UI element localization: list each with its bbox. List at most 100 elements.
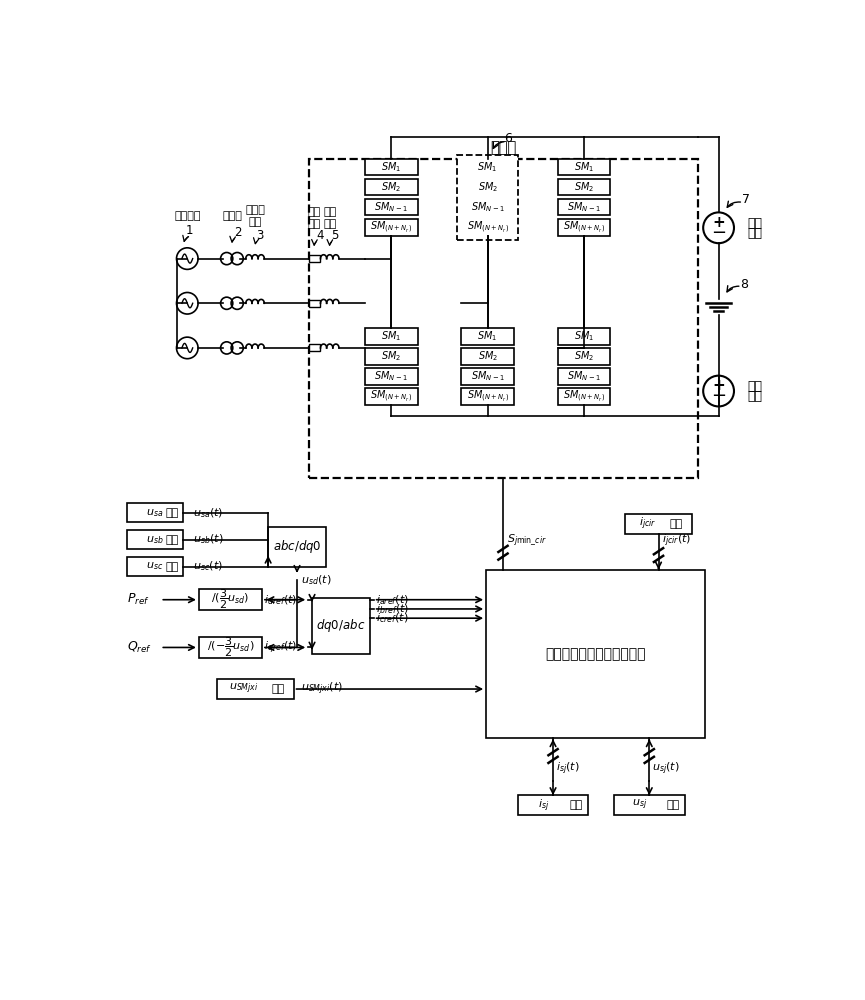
FancyBboxPatch shape <box>558 199 610 215</box>
Text: 1: 1 <box>186 224 193 237</box>
FancyBboxPatch shape <box>625 514 692 534</box>
Text: $u_{sc}(t)$: $u_{sc}(t)$ <box>193 560 222 573</box>
Text: −: − <box>711 224 726 242</box>
Text: $u_{sc}$: $u_{sc}$ <box>146 561 163 572</box>
FancyBboxPatch shape <box>517 795 588 815</box>
FancyBboxPatch shape <box>365 348 418 365</box>
FancyBboxPatch shape <box>127 590 162 609</box>
Text: 电源: 电源 <box>748 227 763 240</box>
Text: −: − <box>711 387 726 405</box>
Text: $u_{sa}(t)$: $u_{sa}(t)$ <box>193 506 223 520</box>
Text: 4: 4 <box>316 229 324 242</box>
Text: $u_{SMjxi}$: $u_{SMjxi}$ <box>228 682 259 696</box>
Text: 变压器: 变压器 <box>222 211 242 221</box>
Text: 测量: 测量 <box>272 684 285 694</box>
Text: 8: 8 <box>740 278 748 291</box>
FancyBboxPatch shape <box>558 328 610 345</box>
Text: 测量: 测量 <box>570 800 583 810</box>
Text: 6: 6 <box>504 132 512 145</box>
FancyBboxPatch shape <box>309 300 321 307</box>
FancyBboxPatch shape <box>558 368 610 385</box>
FancyBboxPatch shape <box>461 179 514 195</box>
Text: $u_{sj}(t)$: $u_{sj}(t)$ <box>652 761 680 777</box>
FancyBboxPatch shape <box>365 388 418 405</box>
FancyBboxPatch shape <box>365 219 418 235</box>
Text: $/(\dfrac{3}{2}u_{sd})$: $/(\dfrac{3}{2}u_{sd})$ <box>211 588 250 611</box>
FancyBboxPatch shape <box>486 570 706 738</box>
Text: 2: 2 <box>234 226 241 238</box>
FancyBboxPatch shape <box>127 530 183 549</box>
Text: $SM_{{N-1}}$: $SM_{{N-1}}$ <box>567 370 600 383</box>
FancyBboxPatch shape <box>461 199 514 215</box>
FancyBboxPatch shape <box>365 158 418 175</box>
Text: $u_{sj}$: $u_{sj}$ <box>632 798 648 812</box>
Text: $SM_{1}$: $SM_{1}$ <box>477 160 497 174</box>
Text: $SM_{1}$: $SM_{1}$ <box>381 160 401 174</box>
Text: $SM_{{(N+N_r)}}$: $SM_{{(N+N_r)}}$ <box>466 219 509 235</box>
Text: $SM_{1}$: $SM_{1}$ <box>477 329 497 343</box>
Text: $SM_{{(N+N_r)}}$: $SM_{{(N+N_r)}}$ <box>563 219 605 235</box>
Text: $SM_{{(N+N_r)}}$: $SM_{{(N+N_r)}}$ <box>370 219 413 235</box>
Text: $u_{sa}$: $u_{sa}$ <box>146 507 163 519</box>
FancyBboxPatch shape <box>558 348 610 365</box>
Text: $i_{sj}$: $i_{sj}$ <box>538 797 549 814</box>
Text: $SM_{{N-1}}$: $SM_{{N-1}}$ <box>471 200 504 214</box>
Text: 测量: 测量 <box>166 535 179 545</box>
FancyBboxPatch shape <box>461 219 514 235</box>
FancyBboxPatch shape <box>614 795 685 815</box>
FancyBboxPatch shape <box>199 637 262 658</box>
Text: $SM_{{N-1}}$: $SM_{{N-1}}$ <box>375 200 408 214</box>
Text: 测量: 测量 <box>670 519 682 529</box>
Text: $/(-\dfrac{3}{2}u_{sd})$: $/(-\dfrac{3}{2}u_{sd})$ <box>207 636 254 659</box>
Text: 测量: 测量 <box>666 800 680 810</box>
FancyBboxPatch shape <box>558 219 610 235</box>
FancyBboxPatch shape <box>558 179 610 195</box>
Text: 交流侧
电感: 交流侧 电感 <box>245 205 265 227</box>
Text: $u_{SMjxi}(t)$: $u_{SMjxi}(t)$ <box>301 681 343 697</box>
Text: $Q_{ref}$: $Q_{ref}$ <box>127 640 152 655</box>
Text: $abc/dq0$: $abc/dq0$ <box>272 538 321 555</box>
Text: $SM_{{(N+N_r)}}$: $SM_{{(N+N_r)}}$ <box>466 389 509 404</box>
FancyBboxPatch shape <box>365 368 418 385</box>
Text: +: + <box>712 215 725 230</box>
FancyBboxPatch shape <box>461 158 514 175</box>
FancyBboxPatch shape <box>365 199 418 215</box>
Text: $i_{sj}(t)$: $i_{sj}(t)$ <box>556 761 580 777</box>
Text: 直流: 直流 <box>748 380 763 393</box>
Text: $SM_{2}$: $SM_{2}$ <box>381 180 401 194</box>
FancyBboxPatch shape <box>309 158 698 478</box>
Text: $i_{jcir}(t)$: $i_{jcir}(t)$ <box>663 533 692 549</box>
Text: 直流: 直流 <box>748 217 763 230</box>
Text: $i_{dref}(t)$: $i_{dref}(t)$ <box>265 593 298 607</box>
FancyBboxPatch shape <box>216 679 293 699</box>
Text: $SM_{{N-1}}$: $SM_{{N-1}}$ <box>471 370 504 383</box>
Text: 测量: 测量 <box>166 562 179 572</box>
FancyBboxPatch shape <box>127 503 183 522</box>
Text: $i_{bref}(t)$: $i_{bref}(t)$ <box>376 602 409 616</box>
Text: $u_{sb}$: $u_{sb}$ <box>146 534 163 546</box>
Text: $P_{ref}$: $P_{ref}$ <box>127 592 150 607</box>
FancyBboxPatch shape <box>365 179 418 195</box>
Text: $u_{sd}(t)$: $u_{sd}(t)$ <box>301 574 331 587</box>
Text: $SM_{{N-1}}$: $SM_{{N-1}}$ <box>375 370 408 383</box>
Text: 冗余容错控制目标函数计算: 冗余容错控制目标函数计算 <box>546 647 646 661</box>
Text: $SM_{2}$: $SM_{2}$ <box>573 180 594 194</box>
Text: $dq0/abc$: $dq0/abc$ <box>317 617 366 634</box>
FancyBboxPatch shape <box>461 388 514 405</box>
FancyBboxPatch shape <box>558 158 610 175</box>
Text: $SM_{1}$: $SM_{1}$ <box>381 329 401 343</box>
Text: $SM_{1}$: $SM_{1}$ <box>573 160 594 174</box>
FancyBboxPatch shape <box>461 328 514 345</box>
FancyBboxPatch shape <box>457 155 518 240</box>
FancyBboxPatch shape <box>312 598 369 654</box>
Text: $SM_{1}$: $SM_{1}$ <box>573 329 594 343</box>
Text: 桥臂
电阻: 桥臂 电阻 <box>308 207 321 229</box>
Text: +: + <box>712 378 725 393</box>
Text: 交流系统: 交流系统 <box>174 211 201 221</box>
FancyBboxPatch shape <box>365 328 418 345</box>
Text: $SM_{2}$: $SM_{2}$ <box>477 180 497 194</box>
Text: $i_{aref}(t)$: $i_{aref}(t)$ <box>376 593 409 607</box>
FancyBboxPatch shape <box>127 557 183 576</box>
Text: $SM_{2}$: $SM_{2}$ <box>381 349 401 363</box>
Text: $SM_{{N-1}}$: $SM_{{N-1}}$ <box>567 200 600 214</box>
